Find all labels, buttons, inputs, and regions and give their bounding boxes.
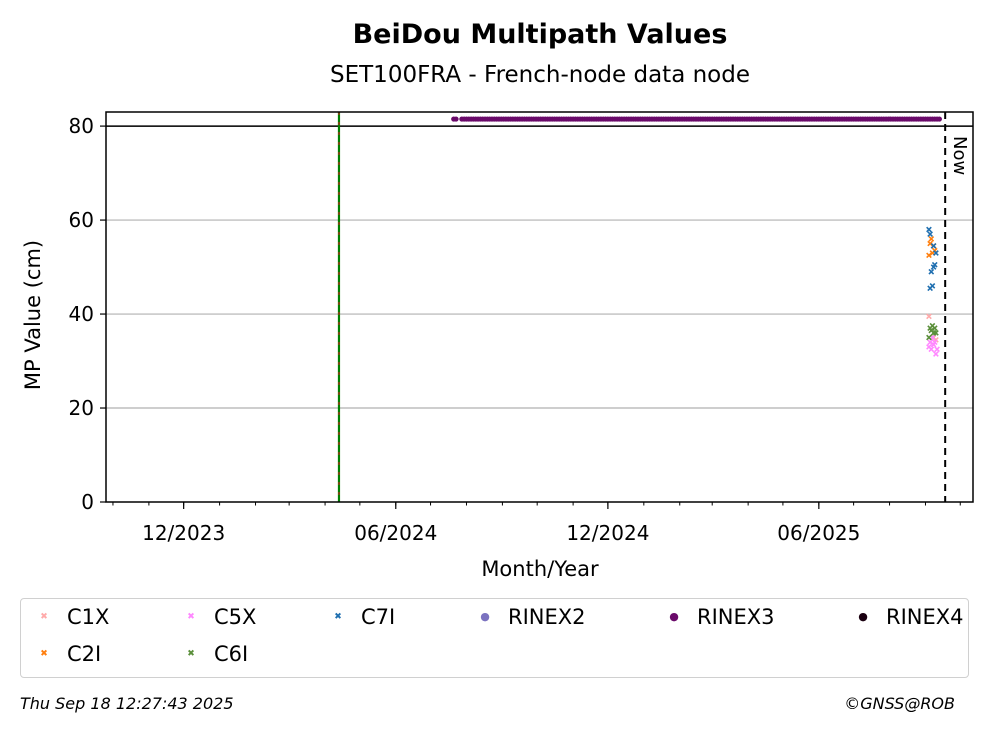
legend-label: C7I bbox=[361, 605, 396, 629]
dot-marker-icon: ● bbox=[858, 610, 868, 623]
x-marker-icon: ✖ bbox=[187, 649, 195, 659]
c5x-point bbox=[934, 346, 940, 353]
c6i-point bbox=[926, 334, 932, 341]
x-axis-label: Month/Year bbox=[481, 557, 599, 581]
x-marker-stroke bbox=[928, 346, 935, 353]
c1x-point bbox=[926, 313, 932, 320]
legend-label: RINEX2 bbox=[508, 605, 586, 629]
c7i-point bbox=[929, 282, 936, 289]
c7i-point bbox=[927, 231, 933, 238]
x-marker-stroke bbox=[927, 339, 933, 346]
y-tick-label: 20 bbox=[69, 396, 94, 420]
x-marker-stroke bbox=[933, 351, 939, 357]
c2i-point bbox=[928, 236, 935, 242]
footer-credit: ©GNSS@ROB bbox=[844, 694, 955, 713]
x-tick-label: 06/2024 bbox=[354, 521, 437, 545]
legend-label: C1X bbox=[67, 605, 110, 629]
y-tick-label: 60 bbox=[69, 208, 94, 232]
x-marker-icon: ✖ bbox=[187, 612, 195, 622]
legend-item-c2i: ✖ C2I bbox=[29, 642, 101, 666]
y-tick-label: 40 bbox=[69, 302, 94, 326]
c5x-point bbox=[933, 351, 939, 357]
now-label: Now bbox=[949, 136, 970, 175]
c7i-point bbox=[930, 243, 937, 249]
x-marker-stroke bbox=[930, 243, 937, 249]
rinex3-point bbox=[936, 116, 942, 122]
x-marker-stroke bbox=[930, 334, 937, 341]
legend: ✖ C1X ✖ C2I ✖ C5X ✖ C6I ✖ C7I ● RINEX2 ● RINEX3 ● RINEX… bbox=[20, 598, 969, 678]
x-marker-icon: ✖ bbox=[334, 612, 342, 622]
c7i-point bbox=[931, 261, 938, 268]
y-tick-label: 0 bbox=[81, 490, 94, 514]
legend-item-c1x: ✖ C1X bbox=[29, 605, 109, 629]
x-marker-stroke bbox=[928, 236, 935, 242]
x-marker-icon: ✖ bbox=[40, 612, 48, 622]
x-marker-icon: ✖ bbox=[40, 649, 48, 659]
legend-item-c7i: ✖ C7I bbox=[323, 605, 395, 629]
legend-label: C2I bbox=[67, 642, 102, 666]
legend-item-rinex2: ● RINEX2 bbox=[470, 605, 586, 629]
x-marker-stroke bbox=[926, 334, 932, 341]
x-marker-stroke bbox=[931, 325, 938, 332]
legend-label: RINEX3 bbox=[697, 605, 775, 629]
legend-label: C6I bbox=[214, 642, 249, 666]
x-marker-stroke bbox=[926, 226, 932, 233]
x-tick-label: 06/2025 bbox=[777, 521, 860, 545]
x-marker-stroke bbox=[928, 268, 935, 275]
y-axis-label: MP Value (cm) bbox=[21, 240, 45, 390]
chart-title: BeiDou Multipath Values bbox=[353, 19, 728, 50]
legend-label: C5X bbox=[214, 605, 257, 629]
x-marker-stroke bbox=[931, 261, 938, 268]
x-marker-stroke bbox=[927, 231, 933, 238]
x-marker-stroke bbox=[934, 346, 940, 353]
x-marker-stroke bbox=[929, 282, 936, 289]
x-marker-stroke bbox=[927, 240, 933, 247]
dot-marker-icon: ● bbox=[480, 610, 490, 623]
c7i-point bbox=[926, 226, 932, 233]
y-tick-label: 80 bbox=[69, 114, 94, 138]
c7i-point bbox=[928, 268, 935, 275]
rinex3-point bbox=[453, 116, 459, 122]
footer-timestamp: Thu Sep 18 12:27:43 2025 bbox=[20, 694, 234, 713]
dot-marker-icon: ● bbox=[669, 610, 679, 623]
c7i-point bbox=[933, 250, 939, 256]
legend-item-rinex4: ● RINEX4 bbox=[848, 605, 964, 629]
c6i-point bbox=[931, 325, 938, 332]
legend-item-rinex3: ● RINEX3 bbox=[659, 605, 775, 629]
plot-frame bbox=[105, 111, 974, 503]
legend-label: RINEX4 bbox=[886, 605, 964, 629]
x-marker-stroke bbox=[933, 250, 939, 256]
c6i-point bbox=[933, 329, 939, 336]
x-marker-stroke bbox=[929, 322, 936, 329]
legend-item-c5x: ✖ C5X bbox=[176, 605, 256, 629]
c5x-point bbox=[931, 339, 938, 346]
chart-subtitle: SET100FRA - French-node data node bbox=[330, 62, 750, 88]
x-marker-stroke bbox=[933, 329, 939, 336]
c5x-point bbox=[928, 346, 935, 353]
x-tick-label: 12/2024 bbox=[566, 521, 649, 545]
x-marker-stroke bbox=[926, 313, 932, 320]
x-marker-stroke bbox=[931, 247, 938, 254]
x-marker-stroke bbox=[926, 344, 932, 350]
x-tick-label: 12/2023 bbox=[142, 521, 225, 545]
x-marker-stroke bbox=[931, 339, 938, 346]
legend-item-c6i: ✖ C6I bbox=[176, 642, 248, 666]
